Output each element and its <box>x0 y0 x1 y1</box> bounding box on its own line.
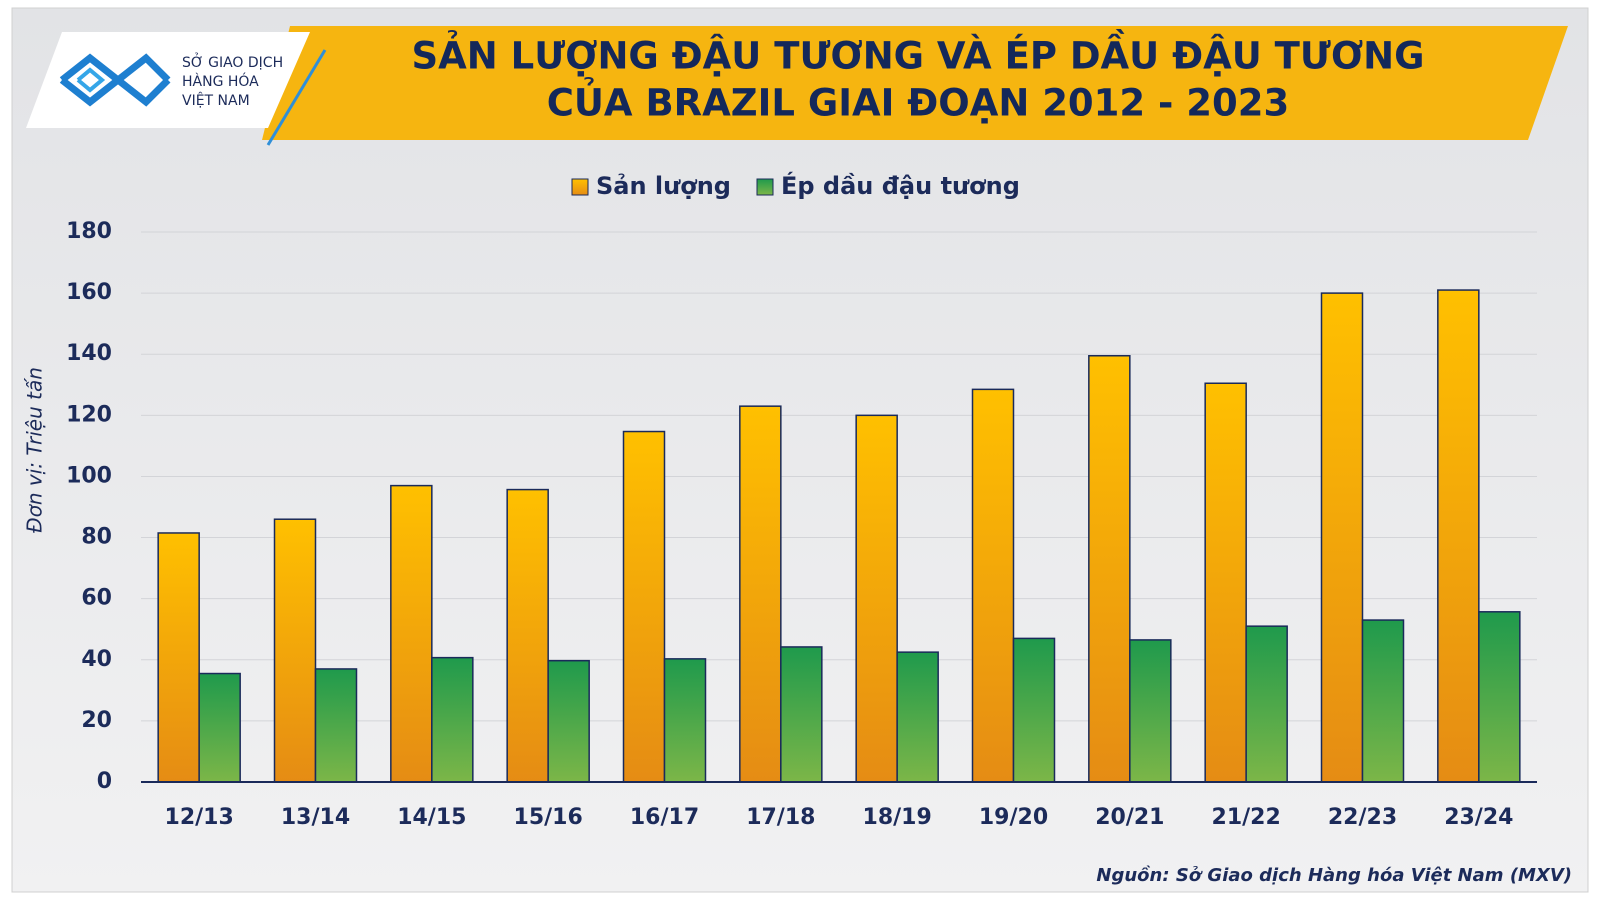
bar <box>157 532 200 783</box>
x-tick-label: 15/16 <box>514 805 583 830</box>
bar <box>431 656 474 783</box>
logo-text: HÀNG HÓA <box>182 72 259 90</box>
y-tick-label: 80 <box>81 525 112 550</box>
bar <box>1245 625 1288 783</box>
bar <box>1204 382 1247 783</box>
logo-text: VIỆT NAM <box>182 91 250 109</box>
x-tick-label: 14/15 <box>397 805 466 830</box>
y-tick-label: 100 <box>66 463 112 488</box>
bar <box>1012 637 1056 783</box>
bar <box>1129 639 1172 783</box>
header-banner <box>262 26 1568 140</box>
bar <box>390 484 433 783</box>
y-axis-title: Đơn vị: Triệu tấn <box>23 367 47 533</box>
x-tick-label: 19/20 <box>979 805 1048 830</box>
legend-label: Sản lượng <box>596 172 731 200</box>
y-tick-label: 140 <box>66 341 112 366</box>
legend-marker <box>571 178 589 196</box>
chart-title: CỦA BRAZIL GIAI ĐOẠN 2012 - 2023 <box>547 77 1290 125</box>
x-tick-label: 13/14 <box>281 805 350 830</box>
bar <box>1478 611 1521 783</box>
chart-title: SẢN LƯỢNG ĐẬU TƯƠNG VÀ ÉP DẦU ĐẬU TƯƠNG <box>412 29 1425 78</box>
bar <box>896 651 939 783</box>
x-tick-label: 18/19 <box>863 805 932 830</box>
bar <box>1361 619 1405 783</box>
logo-icon <box>59 53 171 107</box>
x-tick-label: 16/17 <box>630 805 699 830</box>
bar <box>314 668 358 783</box>
bar <box>1320 292 1364 783</box>
bar <box>622 430 666 783</box>
logo-text: SỞ GIAO DỊCH <box>182 52 283 71</box>
bar <box>855 414 898 783</box>
legend-label: Ép dầu đậu tương <box>781 171 1020 200</box>
y-tick-label: 180 <box>66 219 112 244</box>
x-tick-label: 21/22 <box>1212 805 1281 830</box>
y-tick-label: 0 <box>97 769 112 794</box>
x-tick-label: 20/21 <box>1095 805 1164 830</box>
bar <box>780 646 823 783</box>
y-tick-label: 120 <box>66 402 112 427</box>
bar <box>547 659 590 783</box>
legend-marker <box>756 178 774 196</box>
bar <box>198 672 241 783</box>
bar <box>663 658 707 783</box>
bar <box>971 388 1015 783</box>
y-tick-label: 60 <box>81 586 112 611</box>
bar <box>1088 355 1131 783</box>
x-tick-label: 22/23 <box>1328 805 1397 830</box>
header-accent <box>266 49 327 146</box>
y-tick-label: 40 <box>81 647 112 672</box>
source-note: Nguồn: Sở Giao dịch Hàng hóa Việt Nam (M… <box>1096 865 1572 886</box>
x-tick-label: 17/18 <box>746 805 815 830</box>
y-tick-label: 160 <box>66 280 112 305</box>
x-tick-label: 23/24 <box>1444 805 1513 830</box>
y-tick-label: 20 <box>81 708 112 733</box>
x-tick-label: 12/13 <box>165 805 234 830</box>
bar <box>1437 289 1480 783</box>
bar <box>739 405 782 783</box>
bar <box>506 488 549 783</box>
bar <box>273 518 317 783</box>
